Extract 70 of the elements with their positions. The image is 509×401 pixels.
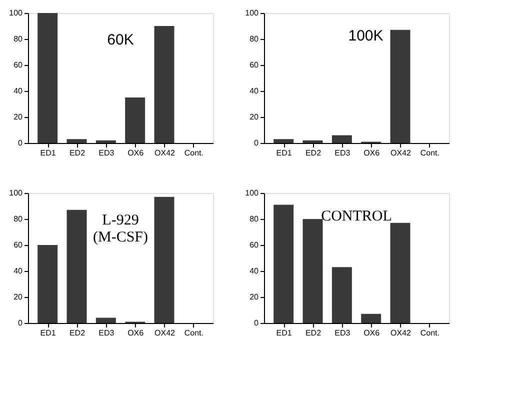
x-tick-label: Cont. [184,328,204,338]
x-tick-label: Cont. [420,148,440,158]
bar [274,204,294,323]
x-tick-label: ED2 [69,148,86,158]
text: CONTROL [321,208,392,225]
bar [332,135,352,143]
x-tick-label: OX42 [390,328,412,338]
y-tick-label: 60 [14,240,24,250]
x-tick-label: ED1 [276,148,292,158]
y-tick-label: 80 [14,34,24,44]
bar [38,245,58,323]
x-tick-label: OX42 [154,148,176,158]
x-tick-label: ED1 [40,148,56,158]
x-tick-label: ED3 [98,148,115,158]
y-tick-label: 40 [250,86,260,96]
y-tick-label: 80 [14,214,24,224]
x-tick-label: OX42 [390,148,412,158]
x-tick-label: Cont. [420,328,440,338]
y-tick-label: 100 [245,188,260,198]
y-tick-label: 60 [14,60,24,70]
y-tick-label: 20 [14,112,24,122]
bar [66,139,87,143]
x-tick-label: ED2 [69,328,86,338]
y-tick-label: 20 [14,292,24,302]
y-tick-label: 60 [250,240,260,250]
y-tick-label: 0 [18,318,24,328]
text: 100K [348,28,384,45]
y-tick-label: 100 [9,8,24,18]
text: 60K [107,32,134,48]
y-tick-label: 0 [18,138,24,148]
bar [274,139,294,143]
x-tick-label: ED2 [305,328,322,338]
bar [390,30,410,143]
y-tick-label: 40 [14,86,24,96]
bar [96,318,116,323]
bar [302,140,323,143]
y-tick-label: 0 [254,138,260,148]
y-tick-label: 20 [250,292,260,302]
x-tick-label: OX6 [364,148,380,158]
y-tick-label: 60 [250,60,260,70]
bar [361,314,382,323]
text: L-929 (M-CSF) [92,212,148,246]
y-tick-label: 40 [14,266,24,276]
bar [154,26,174,143]
y-tick-label: 20 [250,112,260,122]
x-tick-label: OX6 [128,148,144,158]
x-tick-label: ED3 [334,148,351,158]
bar [390,222,410,323]
x-tick-label: ED3 [98,328,115,338]
bar [154,196,174,323]
bar [302,219,323,323]
bar [332,267,352,323]
y-tick-label: 100 [245,8,260,18]
x-tick-label: OX42 [154,328,176,338]
bar [125,98,146,143]
x-tick-label: ED2 [305,148,322,158]
x-tick-label: ED3 [334,328,351,338]
y-tick-label: 80 [250,214,260,224]
y-tick-label: 80 [250,34,260,44]
x-tick-label: Cont. [184,148,204,158]
y-tick-label: 0 [254,318,260,328]
y-tick-label: 40 [250,266,260,276]
x-tick-label: ED1 [276,328,292,338]
x-tick-label: ED1 [40,328,56,338]
x-tick-label: OX6 [128,328,144,338]
bar [66,210,87,323]
y-tick-label: 100 [9,188,24,198]
bar [38,13,58,143]
x-tick-label: OX6 [364,328,380,338]
bar [96,140,116,143]
